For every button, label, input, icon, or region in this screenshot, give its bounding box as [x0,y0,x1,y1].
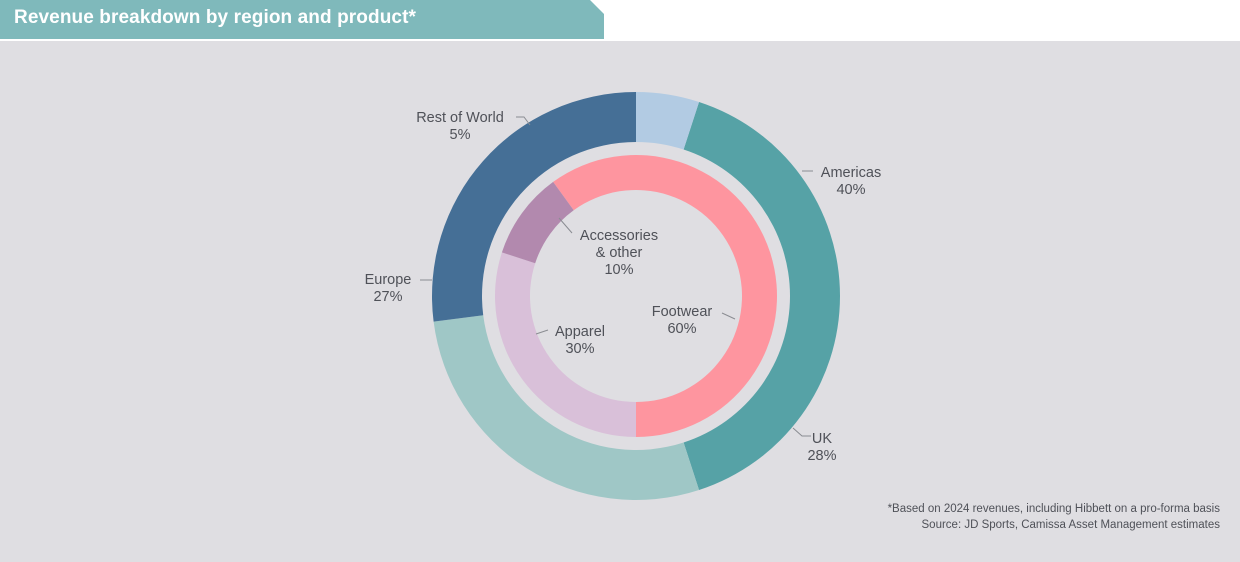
slice-europe [432,92,636,322]
slice-uk [433,315,700,501]
slice-label-rest-of-world: Rest of World 5% [416,110,504,143]
slice-label-apparel: Apparel 30% [555,324,605,357]
slice-footwear [553,154,777,437]
label-americas-value: 40% [836,182,865,198]
label-accessories-line2: & other [596,245,643,261]
slice-apparel [495,252,636,437]
label-accessories-value: 10% [604,262,633,278]
label-footwear-name: Footwear [652,304,713,320]
label-accessories-line1: Accessories [580,228,658,244]
label-apparel-name: Apparel [555,324,605,340]
label-footwear-value: 60% [667,321,696,337]
label-apparel-value: 30% [565,341,594,357]
slice-rest-of-world [636,92,700,150]
leader-footwear [721,312,736,320]
slice-label-footwear: Footwear 60% [652,304,713,337]
label-uk-name: UK [812,431,832,447]
leader-rest-of-world [516,116,531,126]
label-europe-value: 27% [373,289,402,305]
leader-lines [420,116,813,437]
inner-ring-product [495,154,777,437]
slice-label-europe: Europe 27% [365,272,412,305]
slice-label-uk: UK 28% [807,431,836,464]
slice-americas [683,101,840,491]
footnote-basis: *Based on 2024 revenues, including Hibbe… [887,503,1220,515]
slice-label-accessories: Accessories & other 10% [580,228,658,278]
label-americas-name: Americas [821,165,881,181]
footnote-source: Source: JD Sports, Camissa Asset Managem… [921,519,1220,531]
chart-title: Revenue breakdown by region and product* [14,7,417,28]
leader-accessories [558,217,573,234]
label-uk-value: 28% [807,448,836,464]
leader-uk [792,427,811,437]
slice-label-americas: Americas 40% [821,165,881,198]
label-rest-of-world-name: Rest of World [416,110,504,126]
label-europe-name: Europe [365,272,412,288]
leader-apparel [535,329,549,335]
slice-accessories-other [501,181,574,264]
label-rest-of-world-value: 5% [450,127,471,143]
outer-ring-region [432,92,840,501]
title-bar: Revenue breakdown by region and product* [0,0,604,39]
